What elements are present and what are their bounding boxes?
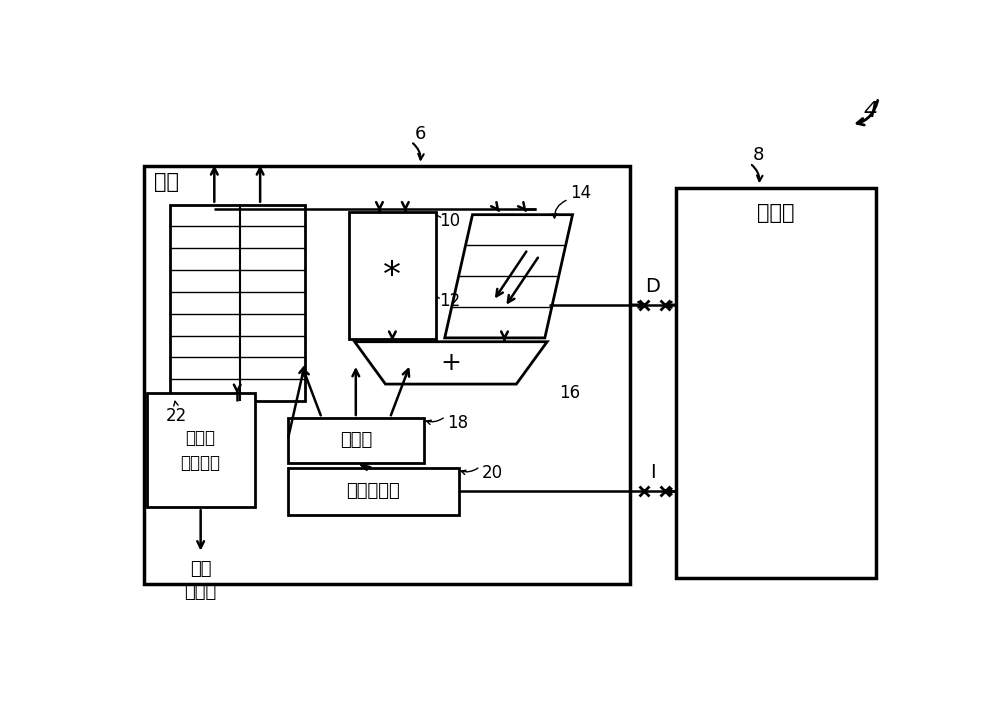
Text: 指令流水线: 指令流水线 (346, 483, 400, 501)
Text: D: D (646, 277, 660, 296)
Polygon shape (445, 215, 573, 338)
Text: *: * (383, 259, 401, 293)
Text: 调试和
诊断电路: 调试和 诊断电路 (181, 429, 221, 472)
Text: 存储器: 存储器 (757, 203, 795, 223)
Text: 跟踪
数据流: 跟踪 数据流 (185, 560, 217, 602)
Bar (147, 393, 255, 507)
Polygon shape (355, 342, 547, 384)
Text: 8: 8 (753, 146, 765, 164)
Text: 14: 14 (570, 184, 591, 202)
Text: 解码器: 解码器 (340, 432, 372, 449)
Text: 核心: 核心 (154, 172, 179, 193)
Text: 6: 6 (414, 125, 426, 143)
Bar (170, 205, 305, 401)
Text: +: + (440, 351, 461, 375)
Bar (676, 188, 876, 578)
Text: 4: 4 (863, 102, 878, 122)
Text: 16: 16 (559, 384, 580, 402)
Text: 10: 10 (439, 213, 460, 230)
Text: 18: 18 (447, 414, 468, 432)
Bar (349, 213, 436, 339)
Text: 20: 20 (482, 464, 503, 482)
Text: I: I (650, 464, 656, 482)
Bar (144, 166, 630, 584)
Bar (288, 418, 424, 463)
Text: 12: 12 (439, 292, 461, 310)
Bar (288, 468, 459, 515)
Text: 22: 22 (166, 407, 187, 425)
